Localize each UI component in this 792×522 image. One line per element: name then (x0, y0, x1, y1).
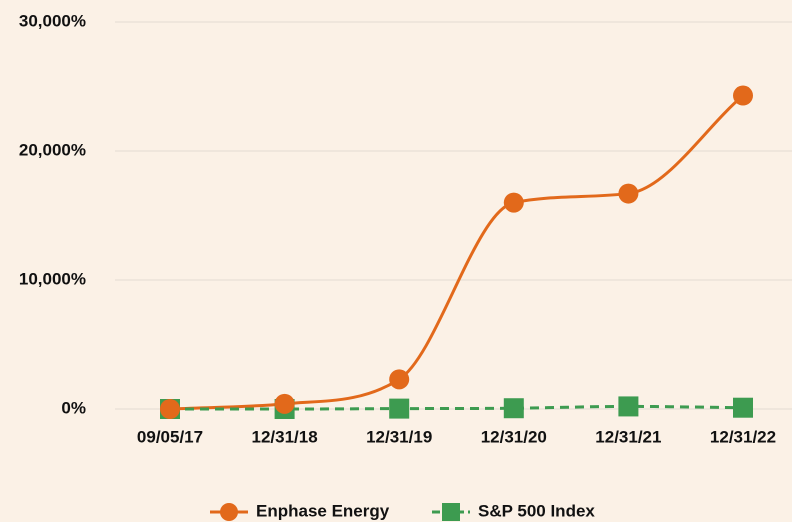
y-tick-label: 10,000% (19, 269, 86, 288)
y-tick-label: 30,000% (19, 11, 86, 30)
y-tick-label: 20,000% (19, 140, 86, 159)
legend-label: S&P 500 Index (478, 501, 595, 520)
marker (503, 192, 524, 213)
legend-item: Enphase Energy (210, 501, 390, 521)
x-tick-label: 12/31/18 (252, 427, 318, 446)
marker (389, 398, 410, 419)
marker (389, 369, 410, 390)
marker (160, 399, 180, 419)
marker (733, 85, 753, 106)
x-tick-label: 09/05/17 (137, 427, 203, 446)
marker (618, 183, 639, 204)
x-tick-label: 12/31/21 (595, 427, 661, 446)
marker (733, 397, 753, 418)
legend-marker (442, 503, 460, 521)
marker (503, 398, 524, 419)
x-tick-label: 12/31/20 (481, 427, 547, 446)
y-tick-label: 0% (61, 398, 86, 417)
marker (274, 393, 295, 414)
x-tick-label: 12/31/19 (366, 427, 432, 446)
series-line (170, 404, 744, 411)
series-line (169, 94, 744, 411)
marker (618, 396, 639, 417)
legend-item: S&P 500 Index (432, 501, 595, 521)
legend-marker (220, 503, 238, 521)
legend-label: Enphase Energy (256, 501, 390, 520)
x-tick-label: 12/31/22 (710, 427, 776, 446)
